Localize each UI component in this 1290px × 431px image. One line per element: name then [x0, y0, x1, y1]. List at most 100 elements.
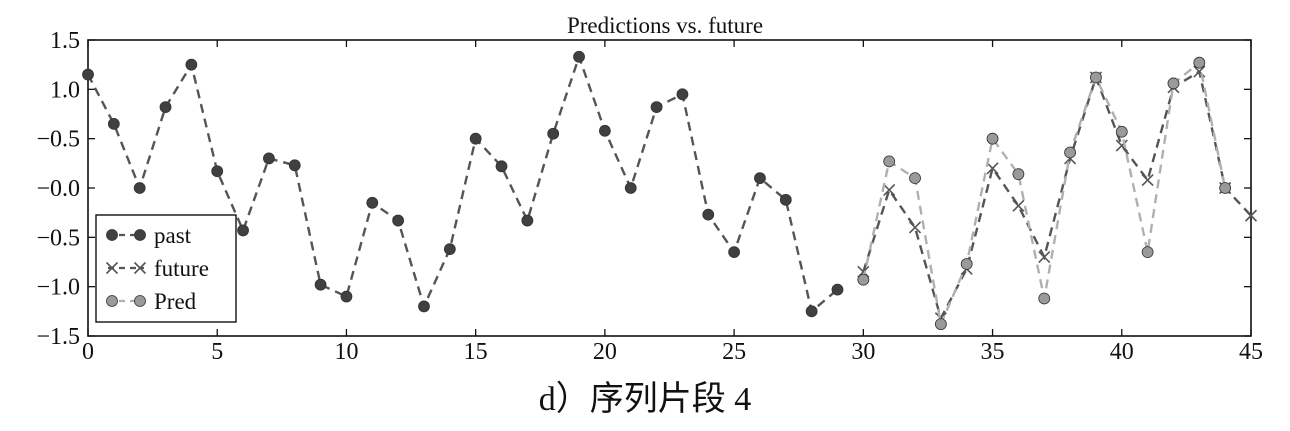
x-marker-stroke — [105, 261, 119, 275]
data-point — [883, 155, 896, 168]
legend-label: Pred — [154, 289, 197, 314]
data-point — [831, 283, 844, 296]
x-marker-stroke — [1012, 199, 1025, 212]
data-point — [1115, 125, 1128, 138]
data-point — [392, 214, 405, 227]
x-marker-stroke — [1193, 65, 1206, 78]
y-tick-label: −0.0 — [36, 176, 80, 202]
data-point — [107, 117, 120, 130]
legend-item: Pred — [106, 289, 197, 314]
data-point — [469, 132, 482, 145]
chart-title: Predictions vs. future — [567, 13, 763, 38]
data-point — [779, 193, 792, 206]
legend-item: future — [105, 256, 209, 281]
data-point — [1167, 77, 1180, 90]
y-tick-label: 1.5 — [50, 28, 80, 54]
x-tick-label: 10 — [334, 339, 358, 365]
legend-marker — [134, 229, 146, 241]
x-marker-stroke — [1244, 209, 1258, 222]
series-line — [86, 53, 839, 314]
data-point — [960, 258, 973, 270]
data-point — [418, 300, 430, 313]
data-point — [314, 278, 327, 291]
x-tick-label: 0 — [82, 339, 94, 365]
data-point — [159, 101, 172, 113]
data-point — [82, 68, 94, 81]
data-point — [263, 152, 275, 165]
figure-caption: d）序列片段 4 — [538, 381, 752, 418]
x-marker-stroke — [883, 183, 896, 197]
x-tick-label: 45 — [1239, 339, 1263, 365]
x-tick-label: 35 — [981, 339, 1005, 365]
legend: past future Pred — [95, 214, 237, 323]
data-point — [598, 124, 611, 137]
data-point — [754, 172, 766, 185]
series-past — [82, 50, 844, 318]
data-point — [805, 305, 818, 318]
data-point — [702, 208, 715, 221]
data-point — [1115, 139, 1128, 152]
x-tick-label: 30 — [851, 339, 875, 365]
x-tick-label: 5 — [211, 339, 223, 365]
x-tick-label: 20 — [593, 339, 617, 365]
x-tick-label: 40 — [1110, 339, 1134, 365]
data-point — [857, 273, 870, 286]
y-tick-label: 1.0 — [50, 77, 80, 103]
data-point — [211, 165, 224, 178]
legend-marker — [106, 295, 118, 307]
y-tick-label: −0.5 — [36, 127, 80, 153]
series-line — [862, 69, 1252, 322]
x-marker-stroke — [1038, 251, 1051, 264]
x-tick-label: 15 — [464, 339, 488, 365]
y-tick-label: −1.0 — [36, 275, 80, 301]
data-point — [1012, 168, 1025, 181]
data-point — [133, 182, 146, 194]
data-point — [650, 101, 663, 113]
data-point — [908, 221, 922, 234]
x-tick-label: 25 — [722, 339, 746, 365]
data-point — [986, 162, 999, 175]
data-point — [521, 214, 534, 227]
data-point — [1038, 251, 1051, 264]
x-marker-stroke — [908, 221, 922, 234]
legend-marker — [106, 229, 118, 241]
axes: 0 5 10 15 20 25 30 35 40 45 1.5 1.0 −0.5 −0.0 −0.5 −1.0… — [36, 28, 1263, 365]
data-point — [366, 196, 379, 209]
data-point — [1090, 71, 1102, 84]
data-point — [443, 243, 456, 256]
data-point — [624, 182, 637, 194]
legend-marker — [134, 295, 146, 307]
data-point — [340, 290, 353, 303]
y-tick-label: −1.5 — [36, 324, 80, 350]
data-point — [237, 224, 249, 237]
data-point — [1141, 246, 1154, 259]
data-point — [934, 318, 947, 331]
data-point — [676, 88, 689, 101]
data-point — [986, 132, 999, 145]
data-point — [1038, 292, 1051, 305]
data-point — [1141, 174, 1154, 187]
data-point — [1012, 199, 1025, 212]
series-layer — [82, 50, 1258, 331]
x-marker-stroke — [1115, 139, 1128, 152]
plot-frame — [87, 39, 1252, 337]
data-point — [1064, 146, 1076, 159]
data-point — [909, 172, 921, 185]
legend-marker — [133, 261, 147, 275]
data-point — [728, 246, 741, 259]
data-point — [883, 183, 896, 197]
data-point — [288, 159, 301, 172]
x-marker-stroke — [986, 162, 999, 175]
legend-item: past — [106, 223, 192, 248]
series-pred — [857, 56, 1232, 331]
legend-label: past — [154, 223, 192, 248]
x-marker-stroke — [1141, 174, 1154, 187]
data-point — [495, 160, 508, 173]
x-marker-stroke — [133, 261, 147, 275]
data-point — [1244, 209, 1258, 222]
data-point — [1219, 182, 1232, 194]
data-point — [1193, 56, 1206, 69]
y-tick-label: −0.5 — [36, 225, 80, 251]
legend-label: future — [154, 256, 209, 281]
